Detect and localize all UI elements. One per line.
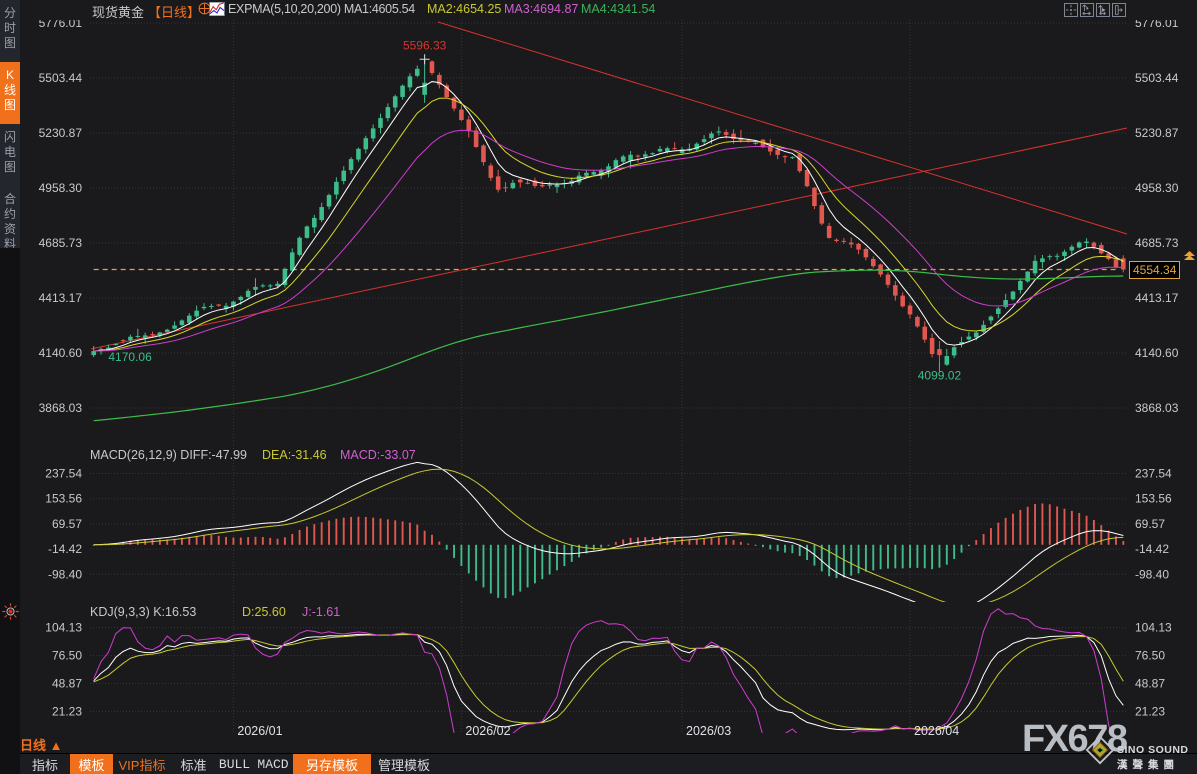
svg-text:4685.73: 4685.73 <box>1135 236 1179 250</box>
svg-text:DEA:-31.46: DEA:-31.46 <box>262 448 327 462</box>
svg-text:69.57: 69.57 <box>1135 517 1165 531</box>
svg-text:-98.40: -98.40 <box>1135 567 1169 581</box>
svg-text:21.23: 21.23 <box>1135 704 1165 718</box>
svg-text:4958.30: 4958.30 <box>39 181 83 195</box>
svg-text:4685.73: 4685.73 <box>39 236 83 250</box>
svg-text:MACD:-33.07: MACD:-33.07 <box>340 448 416 462</box>
svg-text:237.54: 237.54 <box>1135 467 1172 481</box>
svg-text:76.50: 76.50 <box>52 649 82 663</box>
svg-text:4413.17: 4413.17 <box>1135 291 1179 305</box>
svg-text:MACD(26,12,9) DIFF:-47.99: MACD(26,12,9) DIFF:-47.99 <box>90 448 247 462</box>
svg-text:3868.03: 3868.03 <box>39 401 83 415</box>
svg-text:5596.33: 5596.33 <box>403 38 447 52</box>
svg-text:5230.87: 5230.87 <box>39 126 83 140</box>
svg-text:-14.42: -14.42 <box>1135 542 1169 556</box>
svg-text:237.54: 237.54 <box>45 467 82 481</box>
svg-text:5503.44: 5503.44 <box>1135 71 1179 85</box>
svg-text:5776.01: 5776.01 <box>39 20 83 30</box>
svg-text:48.87: 48.87 <box>1135 677 1165 691</box>
svg-text:4140.60: 4140.60 <box>39 346 83 360</box>
svg-text:3868.03: 3868.03 <box>1135 401 1179 415</box>
svg-text:48.87: 48.87 <box>52 677 82 691</box>
svg-text:76.50: 76.50 <box>1135 649 1165 663</box>
svg-text:KDJ(9,3,3) K:16.53: KDJ(9,3,3) K:16.53 <box>90 605 196 619</box>
svg-text:104.13: 104.13 <box>45 621 82 635</box>
svg-text:21.23: 21.23 <box>52 704 82 718</box>
svg-text:4170.06: 4170.06 <box>108 350 152 364</box>
svg-text:-14.42: -14.42 <box>48 542 82 556</box>
svg-text:5776.01: 5776.01 <box>1135 20 1179 30</box>
svg-text:4958.30: 4958.30 <box>1135 181 1179 195</box>
svg-text:-98.40: -98.40 <box>48 567 82 581</box>
svg-text:69.57: 69.57 <box>52 517 82 531</box>
svg-text:104.13: 104.13 <box>1135 621 1172 635</box>
svg-text:5230.87: 5230.87 <box>1135 126 1179 140</box>
svg-text:4140.60: 4140.60 <box>1135 346 1179 360</box>
svg-text:153.56: 153.56 <box>1135 492 1172 506</box>
svg-text:J:-1.61: J:-1.61 <box>302 605 340 619</box>
svg-text:D:25.60: D:25.60 <box>242 605 286 619</box>
svg-text:153.56: 153.56 <box>45 492 82 506</box>
svg-text:5503.44: 5503.44 <box>39 71 83 85</box>
svg-text:4413.17: 4413.17 <box>39 291 83 305</box>
